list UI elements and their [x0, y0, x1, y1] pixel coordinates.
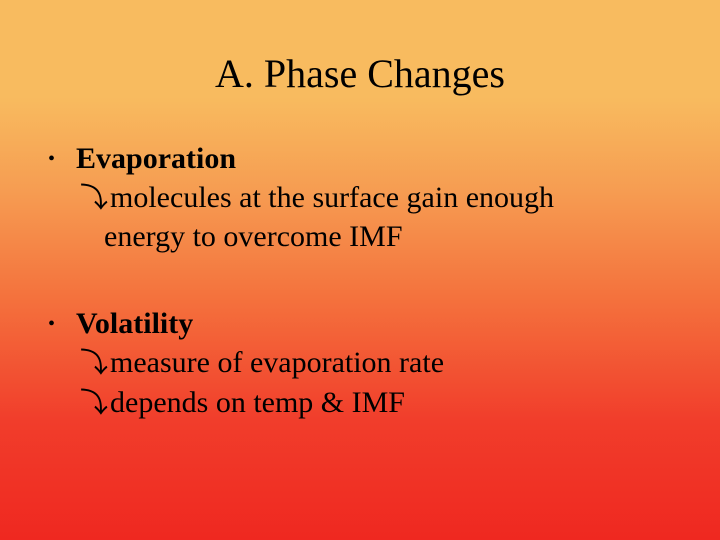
term-label: Volatility — [76, 304, 193, 343]
sub-marker-icon: ⤵ — [80, 386, 108, 422]
sub-marker-icon: ⤵ — [80, 346, 108, 382]
sub-item: ⤵ measure of evaporation rate — [48, 343, 672, 382]
slide: A. Phase Changes • Evaporation ⤵ molecul… — [0, 0, 720, 540]
sub-item: ⤵ molecules at the surface gain enough — [48, 178, 672, 217]
bullet-marker-icon: • — [48, 311, 76, 337]
bullet-item: • Evaporation ⤵ molecules at the surface… — [48, 139, 672, 256]
sub-text: depends on temp & IMF — [110, 383, 405, 422]
sub-item: ⤵ depends on temp & IMF — [48, 383, 672, 422]
slide-title: A. Phase Changes — [48, 50, 672, 97]
sub-text: molecules at the surface gain enough — [110, 178, 554, 217]
sub-marker-icon: ⤵ — [80, 181, 108, 217]
sub-text-continuation: energy to overcome IMF — [48, 217, 672, 256]
sub-text: measure of evaporation rate — [110, 343, 444, 382]
bullet-item: • Volatility ⤵ measure of evaporation ra… — [48, 304, 672, 422]
term-label: Evaporation — [76, 139, 236, 178]
bullet-line: • Evaporation — [48, 139, 672, 178]
slide-body: • Evaporation ⤵ molecules at the surface… — [48, 139, 672, 422]
bullet-line: • Volatility — [48, 304, 672, 343]
bullet-marker-icon: • — [48, 146, 76, 172]
